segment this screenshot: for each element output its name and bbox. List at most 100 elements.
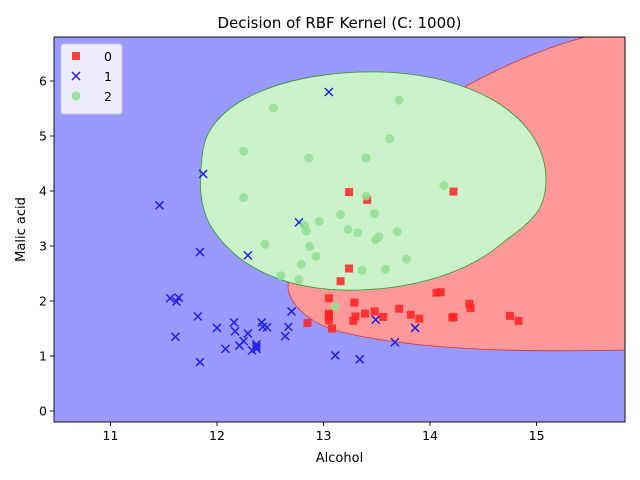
point-class-2-16 [353,228,363,238]
point-class-2-6 [296,259,306,269]
point-class-0-14 [370,307,379,316]
point-class-2-13 [330,302,340,311]
point-class-1-4 [174,293,184,303]
point-class-1-29 [330,350,340,360]
point-class-1-5 [193,311,203,321]
x-axis: 11 12 13 14 15 [103,422,545,443]
y-tick-label: 2 [39,294,47,309]
point-class-2-5 [294,275,304,285]
point-class-1-14 [239,336,249,346]
point-class-2-23 [380,264,390,274]
y-tick-label: 6 [39,74,47,89]
point-class-2-27 [402,254,412,264]
point-class-2-4 [276,271,286,281]
x-tick-label: 13 [316,428,332,443]
point-class-2-15 [343,225,353,234]
point-class-0-17 [406,310,415,319]
point-class-1-33 [410,323,420,333]
point-class-0-25 [466,304,475,313]
point-class-0-24 [465,299,474,308]
point-class-0-20 [436,288,445,297]
point-class-1-12 [230,326,240,336]
y-tick-label: 0 [39,404,47,419]
point-class-1-25 [283,322,293,332]
point-class-0-22 [449,312,458,321]
region-class-2 [199,71,547,291]
legend-marker-0 [72,52,80,60]
legend-marker-1 [71,71,81,81]
point-class-1-0 [154,200,164,210]
point-class-1-32 [390,337,400,347]
point-class-1-30 [355,354,365,364]
point-class-2-8 [301,226,311,236]
x-tick-label: 11 [103,428,119,443]
x-tick-label: 15 [529,428,545,443]
point-class-0-26 [505,311,514,320]
point-class-0-3 [324,311,333,320]
point-class-2-17 [357,265,367,275]
point-class-1-31 [371,315,381,325]
point-class-1-26 [287,306,297,316]
y-axis: 0 1 2 3 4 5 6 [39,74,54,419]
point-class-0-18 [415,314,424,323]
point-class-2-20 [370,209,380,219]
point-class-2-10 [305,242,315,252]
point-class-2-12 [314,216,324,226]
legend-label-0: 0 [104,49,112,64]
point-class-0-27 [514,316,523,325]
point-class-1-1 [165,293,175,303]
x-tick-label: 14 [422,428,438,443]
point-class-1-20 [251,339,261,349]
point-class-0-4 [324,316,333,325]
point-class-1-10 [220,344,231,354]
plot-frame [53,36,626,423]
point-class-0-11 [351,312,360,321]
point-class-2-18 [361,191,371,201]
point-class-2-22 [374,232,384,242]
x-tick-label: 12 [209,428,225,443]
legend-label-1: 1 [104,69,112,84]
y-tick-label: 4 [39,184,47,199]
legend-label-2: 2 [104,89,112,104]
point-class-1-7 [195,357,205,367]
y-axis-label: Malic acid [14,197,29,262]
point-class-2-3 [268,103,278,113]
point-class-0-6 [336,277,345,286]
point-class-1-19 [251,342,261,352]
point-class-2-9 [304,153,314,163]
y-tick-label: 3 [39,239,47,254]
y-tick-label: 5 [39,129,47,144]
point-class-2-2 [260,239,270,249]
y-tick-label: 1 [39,349,47,364]
point-class-0-1 [324,294,333,303]
point-class-1-9 [212,323,222,333]
point-class-1-15 [243,250,253,260]
point-class-1-2 [170,332,180,342]
point-class-0-12 [361,309,370,318]
point-class-0-5 [328,324,337,333]
point-class-0-0 [303,319,312,327]
point-class-1-6 [195,247,205,257]
point-class-2-1 [239,193,249,203]
point-class-0-16 [395,304,404,313]
point-class-2-19 [361,153,371,163]
point-class-0-23 [449,187,458,196]
point-class-0-7 [345,264,354,273]
plot-area [54,37,625,422]
chart-title: Decision of RBF Kernel (C: 1000) [217,14,461,32]
point-class-2-14 [336,210,346,220]
point-class-0-15 [379,312,388,321]
legend-box [60,43,123,115]
point-class-2-26 [394,95,404,105]
point-class-1-11 [229,317,239,327]
point-class-0-10 [349,316,358,325]
point-class-0-8 [345,188,354,197]
point-class-2-28 [439,181,449,190]
point-class-2-11 [311,251,321,261]
point-class-1-23 [262,322,272,332]
legend-marker-2 [71,91,81,101]
point-class-1-16 [243,328,253,338]
point-class-2-24 [385,134,395,144]
point-class-2-25 [392,227,402,237]
